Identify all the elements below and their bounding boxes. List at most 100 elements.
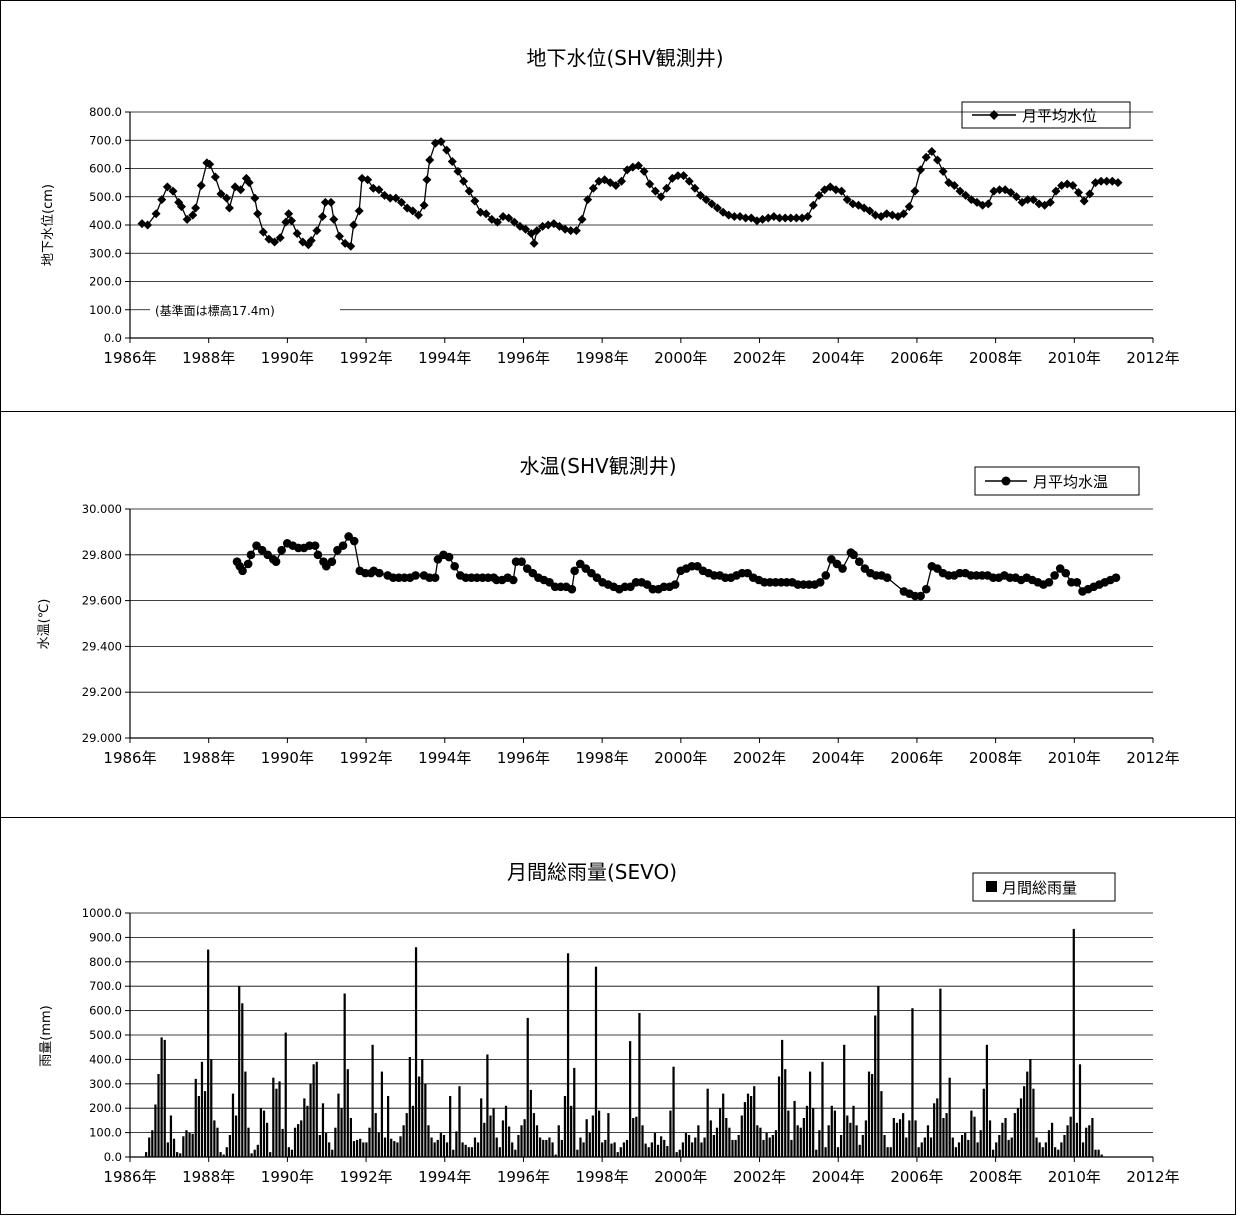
data-point xyxy=(808,200,818,210)
data-point xyxy=(1111,573,1121,582)
y-tick-label: 30.000 xyxy=(82,502,122,516)
data-point xyxy=(270,237,280,247)
rain-bar xyxy=(864,1120,868,1157)
data-point xyxy=(955,186,965,196)
data-point xyxy=(1085,189,1095,199)
data-point xyxy=(375,568,384,578)
x-tick-label: 2008年 xyxy=(969,749,1022,767)
rain-bar xyxy=(1075,1122,1078,1157)
rain-bar xyxy=(957,1142,961,1157)
data-point xyxy=(949,180,959,190)
data-point xyxy=(222,193,232,203)
x-tick-label: 1998年 xyxy=(576,349,629,367)
data-point xyxy=(617,176,627,186)
rain-bar xyxy=(768,1137,771,1157)
rain-bar xyxy=(988,1120,992,1157)
rain-bar xyxy=(722,1093,725,1157)
y-tick-label: 0.0 xyxy=(104,331,122,345)
rain-bar xyxy=(675,1152,678,1157)
rain-bar xyxy=(520,1125,523,1157)
x-tick-label: 1988年 xyxy=(182,749,235,767)
y-tick-label: 500.0 xyxy=(89,190,122,204)
data-point xyxy=(803,212,813,222)
rain-bar xyxy=(889,1147,892,1157)
data-point xyxy=(690,183,700,193)
rain-bar xyxy=(160,1037,163,1157)
rain-bar xyxy=(855,1125,858,1157)
data-point xyxy=(1113,178,1123,188)
data-point xyxy=(583,195,593,205)
data-point xyxy=(921,584,931,594)
rain-bar xyxy=(821,1061,824,1157)
rain-bar xyxy=(703,1137,706,1157)
data-point xyxy=(243,559,253,569)
data-point xyxy=(176,202,186,212)
rain-bar xyxy=(781,1039,784,1157)
data-point xyxy=(707,199,717,209)
data-point xyxy=(842,195,852,205)
rain-bar xyxy=(728,1127,731,1157)
rain-bar xyxy=(318,1135,321,1157)
rain-bar xyxy=(542,1139,545,1157)
data-point xyxy=(492,217,502,227)
data-point xyxy=(670,580,680,589)
data-point xyxy=(411,571,420,580)
rain-bar xyxy=(830,1105,833,1157)
rain-bar xyxy=(784,1069,787,1157)
rain-bar xyxy=(669,1110,672,1157)
data-point xyxy=(191,203,201,213)
data-point xyxy=(838,564,847,573)
rain-bar xyxy=(343,993,346,1157)
rain-bar xyxy=(324,1132,328,1157)
rain-bar xyxy=(334,1127,337,1157)
data-point xyxy=(611,180,621,190)
y-tick-label: 700.0 xyxy=(89,133,122,147)
rain-bar xyxy=(750,1096,753,1157)
rain-bar xyxy=(1078,1064,1082,1157)
rain-bar xyxy=(967,1139,970,1157)
chart1-legend-marker-icon xyxy=(989,110,999,120)
data-point xyxy=(570,566,579,576)
rain-bar xyxy=(328,1142,331,1157)
rain-bar xyxy=(461,1142,464,1157)
data-point xyxy=(374,185,384,195)
data-point xyxy=(1102,176,1112,186)
rain-bar xyxy=(746,1093,750,1157)
data-point xyxy=(349,536,359,546)
data-point xyxy=(246,550,256,560)
data-point xyxy=(444,552,454,562)
rain-bar xyxy=(948,1077,951,1157)
x-tick-label: 1992年 xyxy=(339,1168,392,1186)
rain-bar xyxy=(1060,1142,1063,1157)
rain-bar xyxy=(234,1115,238,1157)
data-point xyxy=(157,195,167,205)
rain-bar xyxy=(256,1144,259,1157)
rain-bar xyxy=(476,1142,480,1157)
data-point xyxy=(425,155,435,165)
rain-bar xyxy=(812,1108,815,1157)
rain-bar xyxy=(511,1142,514,1157)
data-point xyxy=(284,209,294,219)
data-point xyxy=(521,224,531,234)
rain-bar xyxy=(753,1086,756,1157)
rain-bar xyxy=(604,1139,607,1157)
rain-bar xyxy=(610,1143,613,1157)
data-point xyxy=(508,575,518,585)
rain-bar xyxy=(588,1132,591,1157)
data-point xyxy=(292,228,302,238)
rain-bar xyxy=(877,986,880,1157)
rain-bar xyxy=(411,1105,415,1157)
rain-bar xyxy=(666,1146,669,1157)
y-tick-label: 700.0 xyxy=(89,979,122,993)
rain-bar xyxy=(517,1135,520,1157)
data-point xyxy=(205,159,215,169)
rain-bar xyxy=(756,1125,759,1157)
rain-bar xyxy=(1007,1139,1010,1157)
rain-bar xyxy=(228,1135,231,1157)
rain-bar xyxy=(222,1154,225,1157)
chart1-legend: 月平均水位 xyxy=(961,101,1131,129)
rain-bar xyxy=(470,1147,473,1157)
rain-bar xyxy=(355,1139,359,1157)
rain-bar xyxy=(796,1125,799,1157)
